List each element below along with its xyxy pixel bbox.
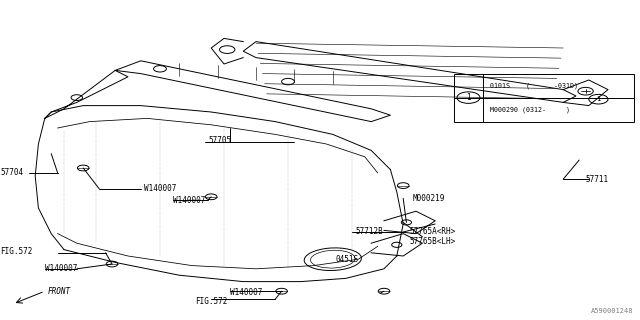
Text: 1: 1 <box>596 96 600 102</box>
Text: FRONT: FRONT <box>48 287 71 296</box>
Text: 57712B: 57712B <box>355 228 383 236</box>
Text: M000290 (0312-     ): M000290 (0312- ) <box>490 106 570 113</box>
Text: W140007: W140007 <box>230 288 263 297</box>
Text: M000219: M000219 <box>413 194 445 203</box>
Text: 0101S    (      -031D): 0101S ( -031D) <box>490 82 578 89</box>
Text: 57704: 57704 <box>0 168 23 177</box>
Text: FIG.572: FIG.572 <box>195 297 228 306</box>
Text: W140007: W140007 <box>144 184 177 193</box>
Text: 57765A<RH>: 57765A<RH> <box>410 228 456 236</box>
Text: 57705: 57705 <box>208 136 231 145</box>
Text: FIG.572: FIG.572 <box>0 247 33 256</box>
Text: 0451S: 0451S <box>336 255 359 264</box>
Text: A590001248: A590001248 <box>591 308 634 314</box>
Text: 57765B<LH>: 57765B<LH> <box>410 237 456 246</box>
Text: 1: 1 <box>466 93 471 102</box>
Text: 57711: 57711 <box>586 175 609 184</box>
Text: W140007: W140007 <box>45 264 77 273</box>
Text: W140007: W140007 <box>173 196 205 204</box>
